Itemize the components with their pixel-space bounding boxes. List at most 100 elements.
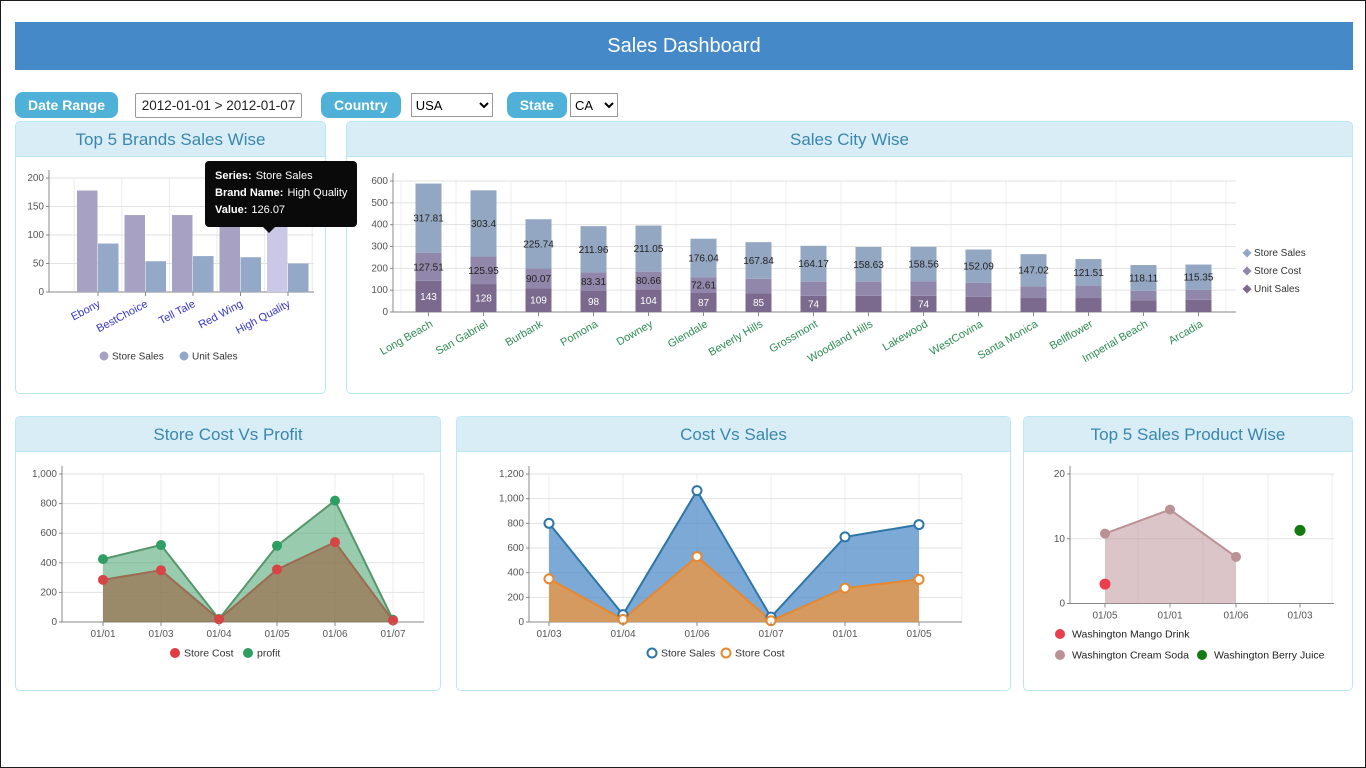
svg-text:225.74: 225.74 <box>523 239 554 250</box>
svg-text:01/01: 01/01 <box>1157 611 1182 622</box>
svg-text:Store Cost: Store Cost <box>184 648 234 660</box>
svg-text:Lakewood: Lakewood <box>881 318 930 353</box>
svg-text:Grossmont: Grossmont <box>767 318 820 355</box>
svg-text:Burbank: Burbank <box>504 318 546 349</box>
svg-text:164.17: 164.17 <box>798 259 829 270</box>
svg-text:01/01: 01/01 <box>90 629 115 640</box>
svg-text:Long Beach: Long Beach <box>378 318 435 358</box>
svg-text:01/05: 01/05 <box>906 629 931 640</box>
svg-text:150: 150 <box>27 202 44 213</box>
svg-text:0: 0 <box>1059 599 1065 610</box>
panel-cost-vs-sales: Cost Vs Sales 0 200 400 600 800 1,000 1,200 01/… <box>456 416 1011 691</box>
svg-text:0: 0 <box>38 287 44 298</box>
svg-text:109: 109 <box>530 296 547 307</box>
svg-text:Santa Monica: Santa Monica <box>976 318 1041 362</box>
svg-text:800: 800 <box>507 518 524 529</box>
svg-text:Washington Cream Soda: Washington Cream Soda <box>1072 650 1189 662</box>
cost-vs-profit-area-chart[interactable]: 0 200 400 600 800 1,000 01/01 01/03 01/04 01/05 01… <box>16 452 440 689</box>
svg-text:Washington Mango Drink: Washington Mango Drink <box>1072 629 1190 641</box>
svg-text:Washington Berry Juice: Washington Berry Juice <box>1214 650 1325 662</box>
state-button[interactable]: State <box>506 92 567 118</box>
svg-text:600: 600 <box>371 176 388 187</box>
country-button[interactable]: Country <box>321 92 401 118</box>
panel-cost-vs-profit: Store Cost Vs Profit 0 200 400 600 800 1,000 0… <box>15 416 441 691</box>
svg-text:10: 10 <box>1054 534 1066 545</box>
svg-text:01/03: 01/03 <box>148 629 173 640</box>
svg-text:01/06: 01/06 <box>1223 611 1248 622</box>
country-select[interactable]: USA <box>410 93 493 117</box>
svg-text:74: 74 <box>918 299 930 310</box>
svg-text:1,200: 1,200 <box>499 469 524 480</box>
page-title: Sales Dashboard <box>607 34 761 57</box>
svg-text:01/04: 01/04 <box>610 629 635 640</box>
svg-text:San Gabriel: San Gabriel <box>434 318 490 357</box>
svg-text:Unit Sales: Unit Sales <box>192 352 238 363</box>
svg-text:74: 74 <box>808 299 820 310</box>
svg-text:80.66: 80.66 <box>636 276 661 287</box>
svg-text:125.95: 125.95 <box>468 266 499 277</box>
svg-text:200: 200 <box>27 173 44 184</box>
svg-text:Unit Sales: Unit Sales <box>1254 284 1300 295</box>
svg-text:176.04: 176.04 <box>688 253 719 264</box>
svg-text:158.56: 158.56 <box>908 260 939 271</box>
svg-text:200: 200 <box>507 592 524 603</box>
date-range-button[interactable]: Date Range <box>15 92 119 118</box>
svg-text:600: 600 <box>40 528 57 539</box>
svg-text:1,000: 1,000 <box>32 469 57 480</box>
svg-text:300: 300 <box>371 242 388 253</box>
svg-text:20: 20 <box>1054 469 1066 480</box>
svg-text:01/07: 01/07 <box>758 629 783 640</box>
svg-text:Beverly Hills: Beverly Hills <box>707 318 766 359</box>
svg-text:400: 400 <box>507 568 524 579</box>
svg-text:01/03: 01/03 <box>536 629 561 640</box>
panel-top-products-title: Top 5 Sales Product Wise <box>1024 417 1352 452</box>
sales-city-stacked-bar-chart[interactable]: 0 100 200 300 400 500 600 143 127.51 317.81 Long B… <box>347 157 1352 392</box>
panel-top-brands-title: Top 5 Brands Sales Wise <box>16 122 325 157</box>
top-products-chart[interactable]: 0 10 20 01/05 01/01 01/06 01/03 Washington Mang… <box>1024 452 1352 689</box>
svg-text:profit: profit <box>257 648 280 660</box>
svg-text:200: 200 <box>40 587 57 598</box>
svg-text:Store Cost: Store Cost <box>1254 266 1301 277</box>
chart-tooltip: Series: Store Sales Brand Name: High Quali… <box>205 161 358 233</box>
svg-text:115.35: 115.35 <box>1184 273 1214 284</box>
svg-text:01/03: 01/03 <box>1287 611 1312 622</box>
svg-text:0: 0 <box>518 617 524 628</box>
svg-text:158.63: 158.63 <box>853 260 884 271</box>
svg-text:400: 400 <box>40 558 57 569</box>
svg-text:0: 0 <box>51 617 57 628</box>
svg-text:50: 50 <box>33 259 45 270</box>
svg-text:01/05: 01/05 <box>264 629 289 640</box>
svg-text:104: 104 <box>640 296 657 307</box>
svg-text:211.96: 211.96 <box>579 245 609 256</box>
svg-text:317.81: 317.81 <box>413 214 444 225</box>
panel-top-brands: Top 5 Brands Sales Wise 0 50 100 150 200 Ebon… <box>15 121 358 394</box>
svg-text:118.11: 118.11 <box>1129 273 1159 284</box>
svg-text:01/01: 01/01 <box>832 629 857 640</box>
svg-text:152.09: 152.09 <box>963 262 994 273</box>
svg-text:01/04: 01/04 <box>206 629 231 640</box>
svg-text:Store Sales: Store Sales <box>1254 248 1306 259</box>
svg-text:Store Sales: Store Sales <box>661 648 715 660</box>
state-select[interactable]: CA <box>569 93 618 117</box>
svg-text:98: 98 <box>588 297 600 308</box>
svg-text:211.05: 211.05 <box>634 244 664 255</box>
svg-text:90.07: 90.07 <box>526 274 551 285</box>
svg-text:01/07: 01/07 <box>380 629 405 640</box>
svg-text:83.31: 83.31 <box>581 277 606 288</box>
panel-sales-city: Sales City Wise 0 100 200 300 400 500 600 143 12… <box>346 121 1353 394</box>
panel-cost-vs-sales-title: Cost Vs Sales <box>457 417 1010 452</box>
svg-text:Arcadia: Arcadia <box>1167 318 1206 347</box>
date-range-input[interactable] <box>135 92 303 118</box>
tooltip-series-row: Series: Store Sales <box>215 170 313 182</box>
svg-text:167.84: 167.84 <box>743 256 774 267</box>
svg-text:303.4: 303.4 <box>471 219 496 230</box>
tooltip-value-row: Value: 126.07 <box>215 204 286 216</box>
svg-text:Tell Tale: Tell Tale <box>157 298 198 327</box>
svg-text:Store Cost: Store Cost <box>735 648 785 660</box>
svg-text:85: 85 <box>753 298 765 309</box>
svg-text:800: 800 <box>40 499 57 510</box>
cost-vs-sales-area-chart[interactable]: 0 200 400 600 800 1,000 1,200 01/03 01/04 01/06 01… <box>457 452 1010 689</box>
svg-text:100: 100 <box>27 230 44 241</box>
svg-text:147.02: 147.02 <box>1018 266 1049 277</box>
